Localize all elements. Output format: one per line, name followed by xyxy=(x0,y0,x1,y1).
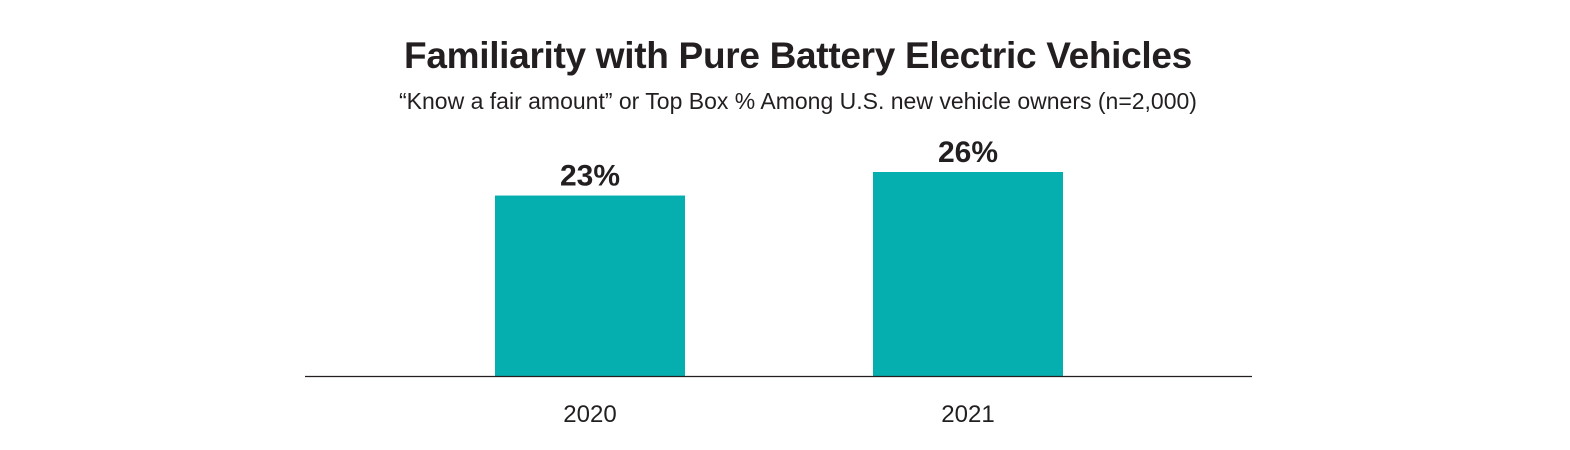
data-label-2020: 23% xyxy=(560,160,620,193)
bar-2020 xyxy=(495,195,685,376)
x-tick-label-2020: 2020 xyxy=(563,401,616,428)
bar-2021 xyxy=(873,172,1063,376)
chart-subtitle: “Know a fair amount” or Top Box % Among … xyxy=(399,88,1197,114)
x-tick-label-2021: 2021 xyxy=(941,401,994,428)
data-label-2021: 26% xyxy=(938,136,998,169)
chart-title: Familiarity with Pure Battery Electric V… xyxy=(404,35,1192,76)
